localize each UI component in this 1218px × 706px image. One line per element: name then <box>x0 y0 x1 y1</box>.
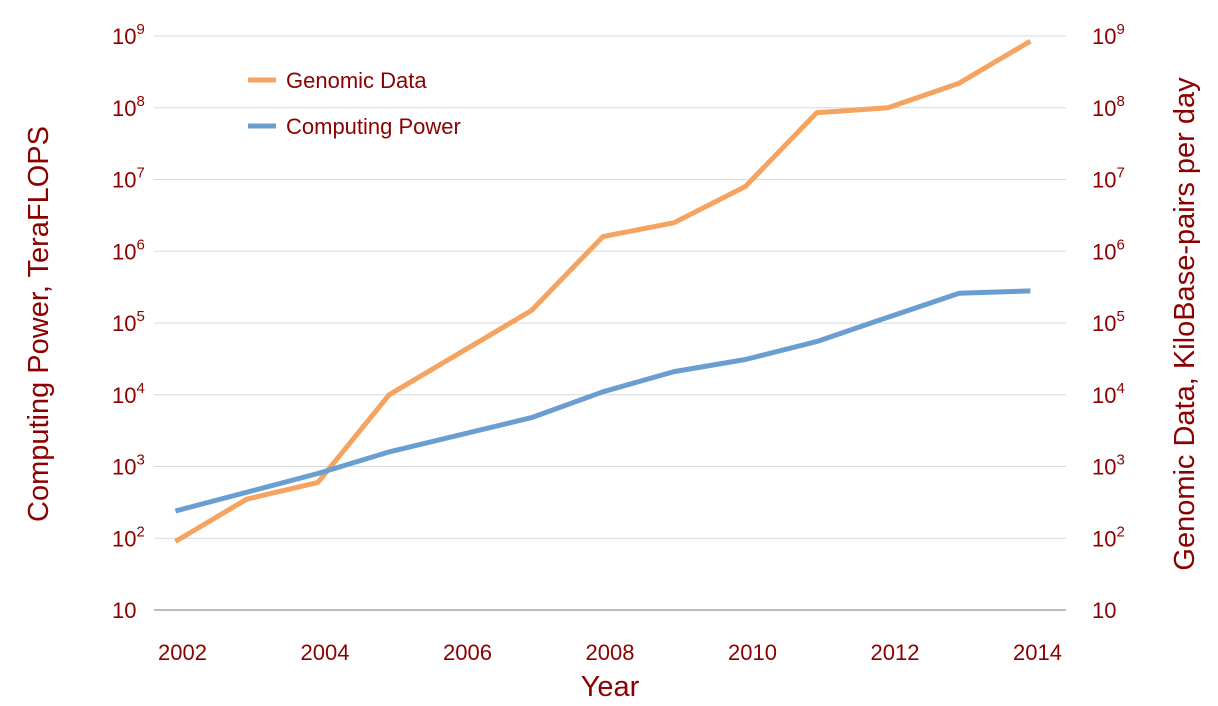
right-y-axis-ticks: 10 102 103 104 105 106 107 108 109 <box>1092 21 1125 623</box>
left-y-tick-label: 10 <box>112 598 136 623</box>
left-y-tick-label: 104 <box>112 380 145 408</box>
x-tick-label: 2008 <box>586 640 635 665</box>
right-y-tick-label: 10 <box>1092 598 1116 623</box>
left-y-tick-label: 105 <box>112 308 145 336</box>
x-tick-label: 2004 <box>301 640 350 665</box>
right-y-tick-label: 102 <box>1092 523 1125 551</box>
legend: Genomic Data Computing Power <box>248 68 461 139</box>
left-y-tick-label: 107 <box>112 165 145 193</box>
x-tick-label: 2014 <box>1013 640 1062 665</box>
computing-power-line <box>174 288 1031 514</box>
right-y-tick-label: 105 <box>1092 308 1125 336</box>
right-y-tick-label: 104 <box>1092 380 1125 408</box>
left-y-tick-label: 106 <box>112 236 145 264</box>
x-tick-label: 2006 <box>443 640 492 665</box>
left-y-axis-title: Computing Power, TeraFLOPS <box>23 126 55 522</box>
right-y-tick-label: 107 <box>1092 165 1125 193</box>
right-y-tick-label: 109 <box>1092 21 1125 49</box>
left-y-tick-label: 103 <box>112 452 145 480</box>
left-y-tick-label: 108 <box>112 93 145 121</box>
legend-label-computing-power: Computing Power <box>286 114 461 139</box>
right-y-axis-title: Genomic Data, KiloBase-pairs per day <box>1169 77 1201 571</box>
left-y-tick-label: 109 <box>112 21 145 49</box>
right-y-tick-label: 106 <box>1092 236 1125 264</box>
legend-label-genomic-data: Genomic Data <box>286 68 427 93</box>
x-tick-label: 2002 <box>158 640 207 665</box>
series-lines <box>174 38 1032 544</box>
x-axis-title: Year <box>581 671 640 703</box>
left-y-tick-label: 102 <box>112 523 145 551</box>
right-y-tick-label: 108 <box>1092 93 1125 121</box>
left-y-axis-ticks: 10 102 103 104 105 106 107 108 109 <box>112 21 145 623</box>
x-axis-ticks: 2002 2004 2006 2008 2010 2012 2014 <box>158 640 1062 665</box>
gridlines <box>154 35 1066 611</box>
genomic-data-line <box>174 38 1032 544</box>
x-tick-label: 2010 <box>728 640 777 665</box>
x-tick-label: 2012 <box>871 640 920 665</box>
right-y-tick-label: 103 <box>1092 452 1125 480</box>
